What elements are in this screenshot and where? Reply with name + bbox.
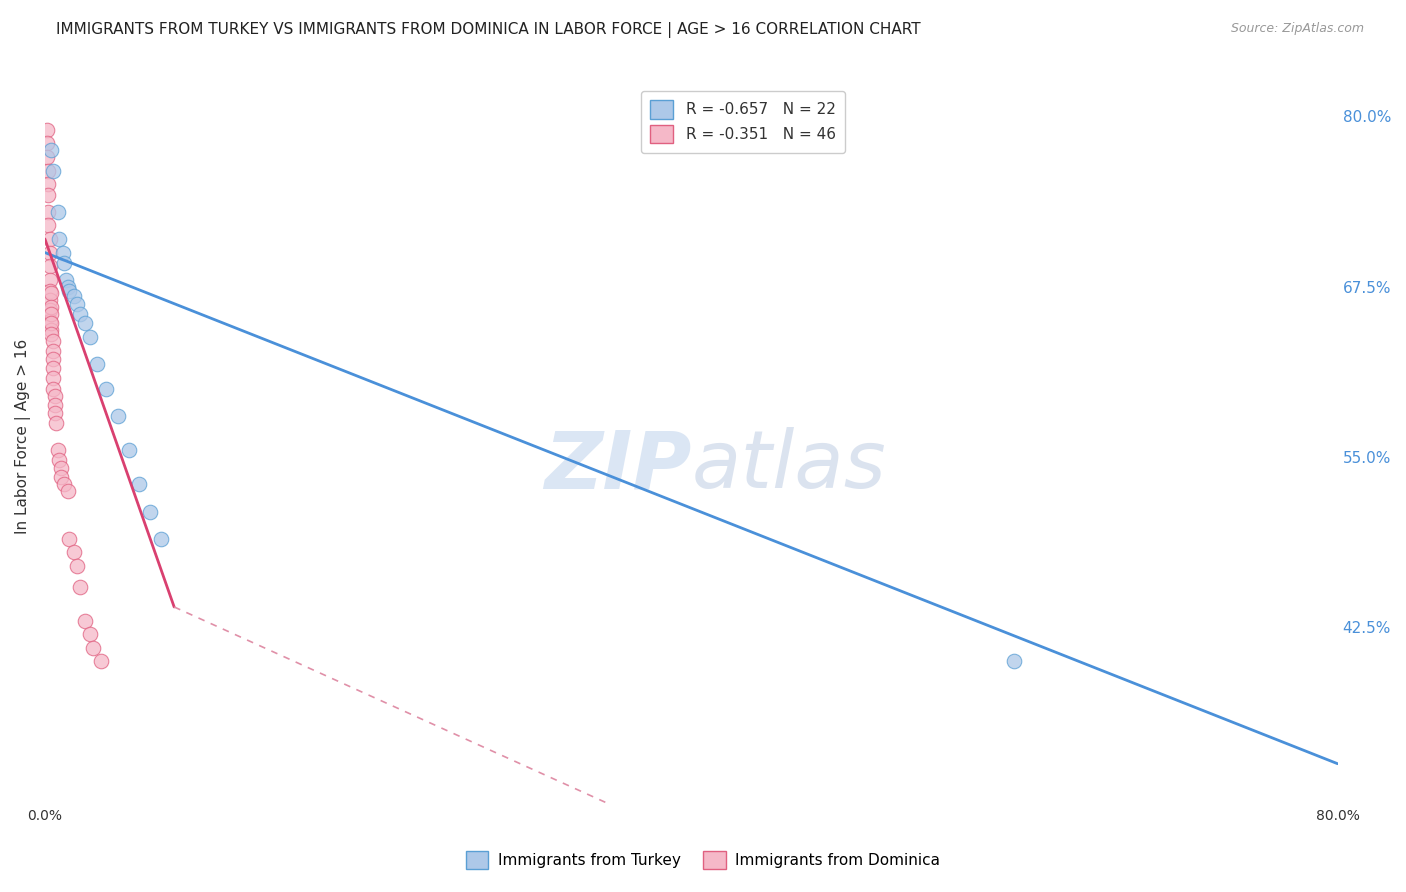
Point — [69, 307, 91, 321]
Point — [56, 279, 79, 293]
Point — [69, 580, 91, 594]
Point — [41, 323, 63, 337]
Point — [35, 150, 58, 164]
Point — [42, 334, 65, 348]
Point — [96, 382, 118, 396]
Point — [128, 477, 150, 491]
Legend: R = -0.657   N = 22, R = -0.351   N = 46: R = -0.657 N = 22, R = -0.351 N = 46 — [641, 91, 845, 153]
Point — [48, 452, 70, 467]
Point — [41, 300, 63, 314]
Point — [82, 640, 104, 655]
Point — [37, 178, 59, 192]
Point — [79, 330, 101, 344]
Text: IMMIGRANTS FROM TURKEY VS IMMIGRANTS FROM DOMINICA IN LABOR FORCE | AGE > 16 COR: IMMIGRANTS FROM TURKEY VS IMMIGRANTS FRO… — [56, 22, 921, 38]
Y-axis label: In Labor Force | Age > 16: In Labor Force | Age > 16 — [15, 339, 31, 534]
Point — [35, 136, 58, 151]
Point — [42, 343, 65, 358]
Point — [49, 470, 72, 484]
Point — [53, 477, 76, 491]
Point — [44, 406, 66, 420]
Point — [44, 389, 66, 403]
Point — [38, 284, 60, 298]
Point — [42, 361, 65, 376]
Point — [63, 289, 86, 303]
Point — [38, 259, 60, 273]
Point — [46, 443, 69, 458]
Text: ZIP: ZIP — [544, 427, 692, 505]
Point — [37, 188, 59, 202]
Point — [107, 409, 129, 424]
Point — [56, 484, 79, 499]
Point — [49, 461, 72, 475]
Text: Source: ZipAtlas.com: Source: ZipAtlas.com — [1230, 22, 1364, 36]
Point — [46, 204, 69, 219]
Point — [55, 273, 77, 287]
Point — [118, 443, 141, 458]
Point — [37, 163, 59, 178]
Point — [90, 655, 112, 669]
Point — [58, 284, 80, 298]
Point — [38, 245, 60, 260]
Point — [86, 357, 108, 371]
Point — [75, 317, 97, 331]
Point — [38, 314, 60, 328]
Point — [42, 351, 65, 366]
Point — [79, 627, 101, 641]
Point — [38, 273, 60, 287]
Point — [37, 204, 59, 219]
Point — [41, 286, 63, 301]
Point — [44, 398, 66, 412]
Point — [52, 245, 75, 260]
Point — [37, 219, 59, 233]
Point — [42, 371, 65, 385]
Point — [66, 559, 89, 574]
Point — [41, 307, 63, 321]
Point — [38, 302, 60, 317]
Point — [150, 532, 173, 546]
Point — [58, 532, 80, 546]
Point — [35, 123, 58, 137]
Point — [48, 232, 70, 246]
Point — [42, 382, 65, 396]
Point — [53, 256, 76, 270]
Text: atlas: atlas — [692, 427, 886, 505]
Point — [41, 144, 63, 158]
Point — [63, 545, 86, 559]
Point — [1004, 655, 1026, 669]
Point — [139, 504, 162, 518]
Point — [42, 163, 65, 178]
Point — [41, 317, 63, 331]
Point — [41, 327, 63, 342]
Point — [45, 416, 67, 430]
Legend: Immigrants from Turkey, Immigrants from Dominica: Immigrants from Turkey, Immigrants from … — [460, 845, 946, 875]
Point — [38, 232, 60, 246]
Point — [75, 614, 97, 628]
Point — [66, 297, 89, 311]
Point — [38, 293, 60, 308]
